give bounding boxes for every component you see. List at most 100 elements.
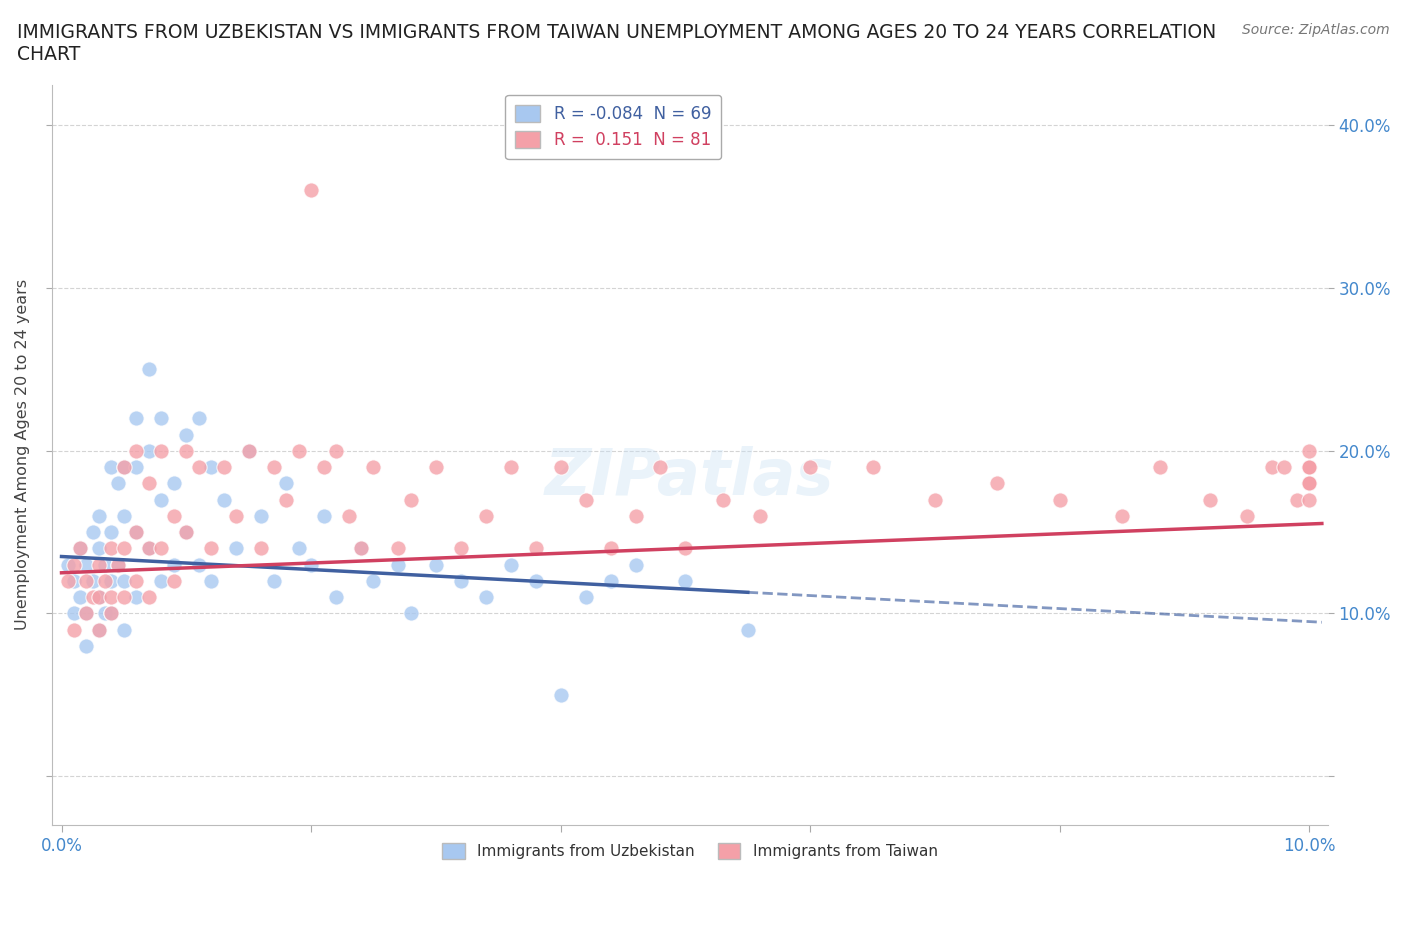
Point bbox=[1298, 444, 1320, 458]
Point bbox=[1298, 459, 1320, 474]
Point bbox=[150, 574, 173, 589]
Point bbox=[75, 557, 97, 572]
Point bbox=[399, 492, 422, 507]
Point bbox=[150, 492, 173, 507]
Point bbox=[287, 444, 309, 458]
Point bbox=[138, 541, 160, 556]
Point bbox=[862, 459, 884, 474]
Point bbox=[263, 459, 285, 474]
Point bbox=[387, 557, 409, 572]
Point bbox=[200, 574, 222, 589]
Point bbox=[675, 574, 697, 589]
Point bbox=[325, 590, 347, 604]
Point bbox=[63, 557, 86, 572]
Point bbox=[112, 459, 135, 474]
Point bbox=[737, 622, 759, 637]
Point bbox=[87, 541, 110, 556]
Point bbox=[100, 574, 122, 589]
Point bbox=[450, 574, 472, 589]
Point bbox=[200, 541, 222, 556]
Point bbox=[238, 444, 260, 458]
Point bbox=[599, 574, 621, 589]
Point bbox=[250, 509, 273, 524]
Point bbox=[69, 541, 91, 556]
Point bbox=[276, 476, 298, 491]
Point bbox=[276, 492, 298, 507]
Point bbox=[187, 459, 209, 474]
Point bbox=[112, 590, 135, 604]
Point bbox=[575, 492, 598, 507]
Point bbox=[112, 541, 135, 556]
Point bbox=[107, 557, 129, 572]
Point bbox=[363, 574, 385, 589]
Point bbox=[550, 459, 572, 474]
Point bbox=[325, 444, 347, 458]
Point bbox=[225, 509, 247, 524]
Point bbox=[1298, 459, 1320, 474]
Point bbox=[1149, 459, 1171, 474]
Point bbox=[112, 622, 135, 637]
Point bbox=[711, 492, 734, 507]
Point bbox=[550, 687, 572, 702]
Point bbox=[1236, 509, 1258, 524]
Point bbox=[312, 459, 335, 474]
Point bbox=[94, 574, 117, 589]
Point bbox=[163, 557, 186, 572]
Point bbox=[125, 459, 148, 474]
Point bbox=[299, 183, 322, 198]
Point bbox=[63, 606, 86, 621]
Point bbox=[399, 606, 422, 621]
Point bbox=[1298, 476, 1320, 491]
Point bbox=[56, 557, 79, 572]
Point bbox=[107, 557, 129, 572]
Point bbox=[524, 574, 547, 589]
Point bbox=[599, 541, 621, 556]
Point bbox=[337, 509, 360, 524]
Point bbox=[125, 574, 148, 589]
Point bbox=[56, 574, 79, 589]
Point bbox=[150, 444, 173, 458]
Point bbox=[450, 541, 472, 556]
Point bbox=[924, 492, 946, 507]
Point bbox=[63, 622, 86, 637]
Point bbox=[499, 557, 522, 572]
Point bbox=[100, 541, 122, 556]
Point bbox=[624, 509, 647, 524]
Point bbox=[1298, 459, 1320, 474]
Point bbox=[100, 606, 122, 621]
Point bbox=[112, 509, 135, 524]
Point bbox=[100, 525, 122, 539]
Point bbox=[263, 574, 285, 589]
Point bbox=[138, 541, 160, 556]
Point bbox=[524, 541, 547, 556]
Point bbox=[212, 459, 235, 474]
Point bbox=[475, 590, 498, 604]
Point bbox=[200, 459, 222, 474]
Point bbox=[87, 622, 110, 637]
Point bbox=[986, 476, 1008, 491]
Text: IMMIGRANTS FROM UZBEKISTAN VS IMMIGRANTS FROM TAIWAN UNEMPLOYMENT AMONG AGES 20 : IMMIGRANTS FROM UZBEKISTAN VS IMMIGRANTS… bbox=[17, 23, 1216, 64]
Point bbox=[1298, 492, 1320, 507]
Point bbox=[350, 541, 373, 556]
Point bbox=[87, 622, 110, 637]
Point bbox=[299, 557, 322, 572]
Point bbox=[499, 459, 522, 474]
Text: Source: ZipAtlas.com: Source: ZipAtlas.com bbox=[1241, 23, 1389, 37]
Point bbox=[287, 541, 309, 556]
Point bbox=[624, 557, 647, 572]
Point bbox=[150, 411, 173, 426]
Y-axis label: Unemployment Among Ages 20 to 24 years: Unemployment Among Ages 20 to 24 years bbox=[15, 279, 30, 631]
Point bbox=[749, 509, 772, 524]
Legend: Immigrants from Uzbekistan, Immigrants from Taiwan: Immigrants from Uzbekistan, Immigrants f… bbox=[436, 837, 943, 866]
Point bbox=[187, 411, 209, 426]
Point bbox=[1049, 492, 1071, 507]
Point bbox=[87, 590, 110, 604]
Point bbox=[799, 459, 821, 474]
Point bbox=[312, 509, 335, 524]
Point bbox=[163, 509, 186, 524]
Point bbox=[75, 606, 97, 621]
Point bbox=[650, 459, 672, 474]
Point bbox=[94, 606, 117, 621]
Point bbox=[125, 444, 148, 458]
Point bbox=[75, 606, 97, 621]
